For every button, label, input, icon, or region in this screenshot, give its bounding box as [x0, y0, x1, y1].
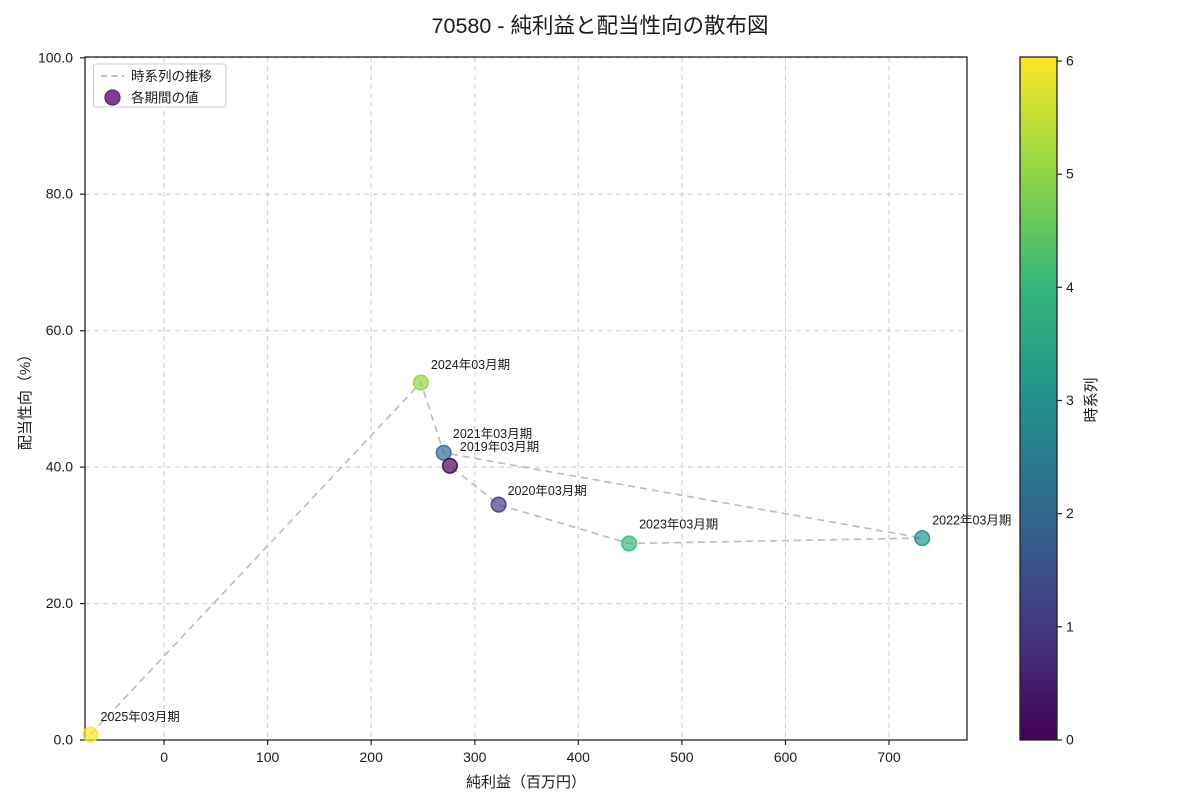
svg-text:2025年03月期: 2025年03月期	[101, 710, 180, 724]
svg-text:200: 200	[360, 749, 384, 765]
svg-text:2: 2	[1066, 505, 1074, 521]
svg-text:時系列: 時系列	[1083, 377, 1100, 422]
svg-text:20.0: 20.0	[46, 595, 73, 611]
svg-text:4: 4	[1066, 279, 1074, 295]
svg-text:2020年03月期: 2020年03月期	[508, 484, 587, 498]
svg-text:0: 0	[1066, 732, 1074, 748]
svg-text:70580 - 純利益と配当性向の散布図: 70580 - 純利益と配当性向の散布図	[432, 14, 769, 38]
svg-text:700: 700	[877, 749, 901, 765]
svg-text:2021年03月期: 2021年03月期	[453, 427, 532, 441]
svg-text:100.0: 100.0	[38, 49, 73, 65]
svg-text:2024年03月期: 2024年03月期	[431, 358, 510, 372]
svg-text:各期間の値: 各期間の値	[131, 91, 199, 106]
svg-text:2023年03月期: 2023年03月期	[639, 518, 718, 532]
svg-text:6: 6	[1066, 53, 1074, 69]
svg-text:1: 1	[1066, 618, 1074, 634]
svg-text:60.0: 60.0	[46, 322, 73, 338]
svg-text:0.0: 0.0	[54, 732, 74, 748]
svg-text:600: 600	[774, 749, 798, 765]
svg-text:0: 0	[160, 749, 168, 765]
svg-text:400: 400	[567, 749, 591, 765]
svg-text:時系列の推移: 時系列の推移	[131, 69, 212, 84]
svg-text:300: 300	[463, 749, 487, 765]
svg-text:3: 3	[1066, 392, 1074, 408]
svg-text:500: 500	[670, 749, 694, 765]
svg-text:2022年03月期: 2022年03月期	[932, 514, 1011, 528]
svg-text:100: 100	[256, 749, 280, 765]
svg-text:2019年03月期: 2019年03月期	[460, 440, 539, 454]
svg-text:40.0: 40.0	[46, 459, 73, 475]
svg-text:80.0: 80.0	[46, 186, 73, 202]
svg-text:配当性向（%）: 配当性向（%）	[17, 347, 34, 450]
svg-text:純利益（百万円）: 純利益（百万円）	[466, 774, 586, 791]
svg-text:5: 5	[1066, 166, 1074, 182]
